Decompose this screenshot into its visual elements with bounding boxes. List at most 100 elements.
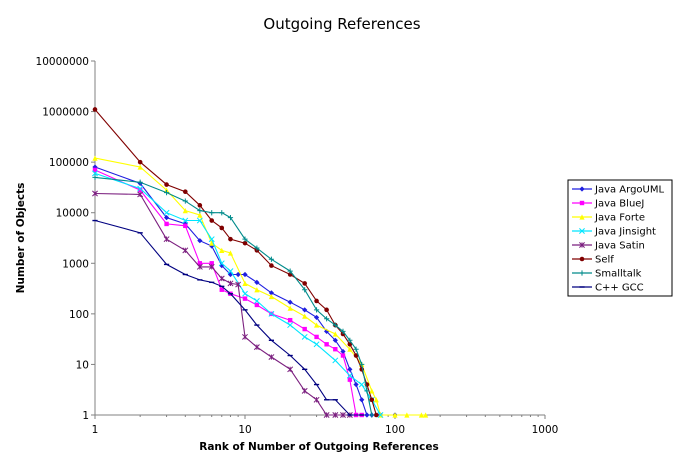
- data-point: [254, 279, 260, 285]
- y-tick-label: 1: [82, 410, 89, 422]
- x-axis-title: Rank of Number of Outgoing References: [199, 441, 439, 453]
- data-point: [242, 240, 248, 246]
- data-point: [313, 341, 320, 348]
- x-tick-label: 1000: [532, 424, 559, 436]
- data-point: [302, 307, 308, 313]
- data-point: [301, 387, 308, 394]
- data-point: [287, 299, 293, 305]
- data-point: [579, 214, 585, 220]
- data-point: [209, 210, 215, 216]
- data-point: [183, 223, 188, 229]
- data-point: [340, 412, 346, 418]
- legend-label: Java BlueJ: [594, 199, 644, 210]
- data-point: [164, 221, 169, 227]
- y-axis-ticks: 1 10 100 1000 10000 100000 1000000 10000000: [36, 56, 95, 422]
- data-point: [347, 366, 353, 372]
- data-point: [579, 242, 585, 248]
- data-point: [579, 228, 585, 234]
- data-point: [163, 215, 170, 221]
- data-point: [324, 342, 329, 347]
- data-point: [287, 268, 293, 274]
- legend-item: Java ArgoUML: [572, 185, 664, 196]
- data-point: [197, 261, 203, 266]
- legend-label: Smalltalk: [595, 269, 642, 280]
- series-java-jinsight: [92, 170, 384, 418]
- data-point: [242, 271, 248, 278]
- legend-item: Self: [572, 255, 614, 266]
- data-point: [92, 155, 98, 161]
- series-c-gcc: [92, 219, 365, 416]
- legend-box: [567, 179, 673, 297]
- series-line: [94, 172, 381, 416]
- data-point: [347, 342, 353, 347]
- data-point: [323, 412, 330, 418]
- x-tick-label: 1: [92, 424, 99, 436]
- data-point: [196, 217, 203, 224]
- data-point: [268, 256, 275, 262]
- series-java-satin: [92, 190, 353, 418]
- data-point: [373, 412, 379, 418]
- data-point: [302, 281, 307, 286]
- legend-item: Java Forte: [572, 213, 645, 224]
- data-point: [332, 337, 338, 343]
- axes: [94, 61, 545, 416]
- data-point: [301, 333, 308, 340]
- data-point: [242, 236, 248, 242]
- data-point: [137, 159, 143, 165]
- data-point: [163, 189, 170, 196]
- legend-label: Self: [595, 255, 614, 266]
- y-tick-label: 10000: [56, 208, 89, 220]
- data-point: [423, 412, 429, 418]
- series-line: [94, 176, 373, 416]
- data-point: [235, 281, 242, 288]
- data-point: [92, 167, 98, 173]
- data-point: [340, 353, 346, 358]
- data-point: [579, 256, 585, 262]
- data-point: [219, 225, 225, 231]
- data-point: [209, 240, 215, 246]
- data-point: [137, 164, 143, 170]
- data-point: [209, 218, 215, 223]
- data-point: [197, 208, 203, 214]
- data-point: [373, 397, 379, 403]
- data-point: [163, 236, 170, 243]
- legend-item: C++ GCC: [572, 283, 644, 294]
- data-point: [347, 346, 353, 352]
- legend-label: Java Forte: [594, 213, 645, 224]
- y-tick-label: 100: [69, 309, 89, 321]
- chart-title: Outgoing References: [263, 15, 420, 33]
- data-point: [313, 307, 320, 313]
- legend-label: Java Satin: [594, 241, 645, 252]
- data-point: [324, 316, 330, 322]
- legend-item: Java Jinsight: [572, 227, 656, 238]
- data-point: [235, 271, 241, 278]
- y-tick-label: 100000: [49, 157, 89, 169]
- data-point: [268, 310, 275, 317]
- data-point: [268, 354, 275, 360]
- series-layer: [92, 107, 429, 418]
- series-line: [94, 157, 426, 416]
- data-point: [332, 322, 338, 328]
- data-point: [137, 191, 144, 198]
- data-point: [254, 287, 260, 293]
- data-point: [579, 186, 585, 192]
- data-point: [137, 187, 143, 193]
- data-point: [418, 412, 425, 418]
- data-point: [346, 372, 353, 379]
- data-point: [340, 348, 346, 355]
- series-self: [92, 107, 379, 418]
- data-point: [333, 347, 338, 352]
- data-point: [287, 366, 294, 373]
- legend: Java ArgoUML Java BlueJ Java Forte Java Jin…: [567, 179, 673, 297]
- x-axis-ticks: 1 10 100 1000: [92, 415, 559, 436]
- data-point: [197, 212, 203, 218]
- legend-item: Smalltalk: [572, 269, 642, 280]
- data-point: [369, 412, 375, 418]
- data-point: [208, 236, 215, 243]
- legend-item: Java Satin: [572, 241, 645, 252]
- data-point: [92, 190, 98, 197]
- data-point: [92, 164, 98, 170]
- data-point: [219, 247, 225, 253]
- data-point: [364, 388, 370, 394]
